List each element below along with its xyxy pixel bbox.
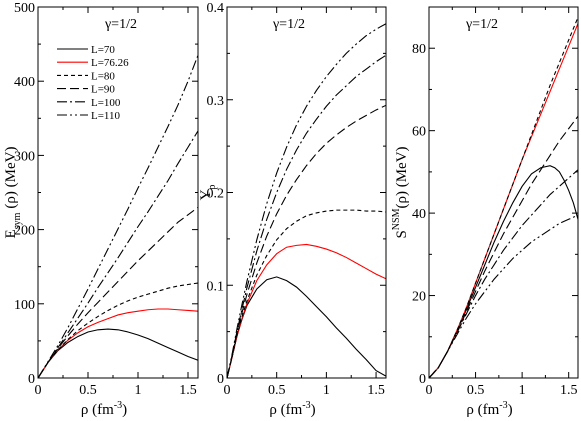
panel-snsm: 0 0.5 1 1.5 0 20 40 60 80 γ=1/2 ρ (fm-3) SNSM(ρ) (M…: [391, 6, 579, 418]
series-line-L-100: [227, 54, 386, 378]
y-tick-label: 60: [412, 125, 426, 140]
x-tick-label: 0.5: [268, 383, 286, 398]
y-tick-label: 0: [28, 372, 35, 387]
gamma-annotation: γ=1/2: [272, 17, 305, 32]
series-line-L-90: [429, 115, 578, 378]
series-line-L-110: [227, 23, 386, 378]
x-tick-label: 1.5: [367, 383, 385, 398]
legend-label: L=110: [91, 110, 121, 122]
x-axis-label: ρ (fm-3): [466, 400, 512, 418]
x-tick-label: 0: [35, 383, 42, 398]
series-line-L-110: [429, 214, 578, 378]
legend-label: L=100: [91, 97, 121, 109]
y-tick-label: 0: [217, 372, 224, 387]
panel-yp: 0 0.5 1 1.5 0 0.1 0.2 0.3 0.4 γ=1/2 ρ (fm-3) Yp: [198, 1, 387, 418]
series-group: [38, 55, 198, 378]
series-group: [429, 17, 578, 378]
y-tick-label: 0: [419, 372, 426, 387]
y-axis-label: Yp: [198, 185, 218, 201]
y-tick-label: 300: [14, 149, 35, 164]
series-line-L-110: [38, 55, 198, 378]
series-line-L-100: [38, 130, 198, 378]
plot-frame: [428, 6, 579, 379]
gamma-annotation: γ=1/2: [104, 17, 137, 32]
y-tick-label: 40: [412, 207, 426, 222]
panel-esym: 0 0.5 1 1.5 0 100 200 300 400 500 γ=1/2 ρ (fm-3) Esy…: [3, 1, 199, 418]
x-tick-label: 1: [323, 383, 330, 398]
y-tick-label: 0.1: [207, 279, 225, 294]
series-line-L-70: [429, 165, 578, 378]
series-line-L-76-26: [227, 243, 386, 378]
legend-label: L=80: [91, 70, 115, 82]
x-tick-label: 0: [224, 383, 231, 398]
x-tick-label: 1.5: [560, 383, 578, 398]
series-line-L-70: [38, 328, 198, 378]
series-line-L-90: [38, 206, 198, 378]
x-tick-label: 0.5: [467, 383, 485, 398]
legend-label: L=70: [91, 44, 115, 56]
series-line-L-90: [227, 104, 386, 378]
x-tick-label: 1: [519, 383, 526, 398]
y-axis-label: Esym(ρ) (MeV): [3, 147, 23, 239]
y-tick-label: 400: [14, 75, 35, 90]
y-tick-label: 100: [14, 298, 35, 313]
y-tick-label: 0.4: [207, 1, 225, 16]
series-line-L-80: [38, 282, 198, 378]
series-group: [227, 23, 386, 378]
x-tick-label: 1: [135, 383, 142, 398]
y-tick-label: 20: [412, 290, 426, 305]
x-axis-label: ρ (fm-3): [81, 400, 127, 418]
gamma-annotation: γ=1/2: [465, 17, 498, 32]
x-axis-label: ρ (fm-3): [269, 400, 315, 418]
x-tick-label: 0: [426, 383, 433, 398]
series-line-L-70: [227, 276, 386, 378]
x-tick-label: 0.5: [79, 383, 97, 398]
plot-frame: [226, 6, 387, 379]
series-line-L-76-26: [429, 23, 578, 378]
y-tick-label: 500: [14, 1, 35, 16]
y-tick-label: 0.2: [207, 187, 225, 202]
series-line-L-100: [429, 169, 578, 378]
x-tick-label: 1.5: [179, 383, 197, 398]
y-tick-label: 200: [14, 224, 35, 239]
y-tick-label: 0.3: [207, 94, 225, 109]
series-line-L-80: [227, 209, 386, 378]
y-tick-label: 80: [412, 42, 426, 57]
legend-label: L=76.26: [91, 57, 129, 69]
y-axis-label: SNSM(ρ) (MeV): [391, 146, 410, 238]
series-line-L-80: [429, 17, 578, 378]
legend-label: L=90: [91, 84, 115, 96]
